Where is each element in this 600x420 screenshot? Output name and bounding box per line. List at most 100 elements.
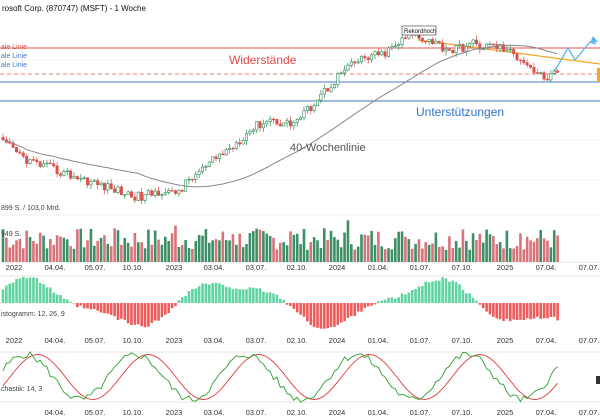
macd-bar <box>123 303 127 320</box>
candle-body <box>359 56 363 63</box>
volume-bar <box>231 234 235 262</box>
line-label: ale Linie <box>1 53 27 60</box>
volume-bar <box>515 245 519 262</box>
macd-bar <box>393 298 397 303</box>
x-tick-label: 2024 <box>329 263 346 272</box>
macd-bar <box>431 281 434 303</box>
macd-bar <box>89 303 93 310</box>
macd-bar <box>235 288 238 303</box>
candle-body <box>92 180 96 182</box>
macd-bar <box>434 280 438 303</box>
candle-body <box>96 180 100 186</box>
candle-body <box>309 106 313 111</box>
candle-body <box>82 177 86 179</box>
macd-bar <box>59 294 62 303</box>
macd-bar <box>143 303 147 328</box>
candle-body <box>89 181 93 186</box>
candle-body <box>549 73 553 81</box>
volume-bar <box>28 237 32 262</box>
macd-bar <box>113 303 116 317</box>
macd-bar <box>363 303 367 308</box>
candle-body <box>488 43 492 46</box>
volume-bar <box>427 244 431 262</box>
macd-bar <box>525 303 529 319</box>
candle-body <box>86 177 90 186</box>
volume-bar <box>21 248 25 262</box>
volume-bar <box>309 242 313 262</box>
candle-body <box>545 78 549 81</box>
volume-bar <box>302 228 306 262</box>
x-tick-label: 03.04. <box>204 408 225 417</box>
price-marker <box>597 68 600 82</box>
candle-body <box>451 49 455 54</box>
volume-bar <box>387 248 390 262</box>
candle-body <box>228 147 232 150</box>
volume-bar <box>410 248 414 262</box>
macd-bar <box>76 303 79 308</box>
x-tick-label: 04.04. <box>45 336 66 345</box>
volume-bar <box>130 246 133 262</box>
x-tick-label: 2025 <box>497 263 514 272</box>
volume-bar <box>235 244 238 262</box>
volume-bar <box>333 237 336 262</box>
macd-bar <box>306 303 309 322</box>
stoch-label: chastik: 14, 3 <box>1 386 42 393</box>
volume-bar <box>519 233 522 262</box>
macd-bar <box>103 303 106 314</box>
macd-bar <box>279 298 282 303</box>
volume-bar <box>106 243 110 262</box>
volume-bar <box>508 248 512 262</box>
candle-body <box>65 170 69 172</box>
volume-bar <box>356 246 360 262</box>
volume-bar <box>492 235 495 262</box>
macd-bar <box>147 303 150 327</box>
macd-bar <box>390 297 394 303</box>
candle-body <box>380 51 384 56</box>
volume-bar <box>238 233 242 262</box>
macd-bar <box>289 303 292 306</box>
macd-bar <box>197 286 201 303</box>
volume-bar <box>353 249 357 262</box>
candle-body <box>150 190 154 196</box>
macd-bar <box>380 300 384 303</box>
macd-bar <box>35 278 39 303</box>
macd-bar <box>262 291 265 303</box>
volume-bar <box>478 233 482 262</box>
candle-body <box>72 176 76 179</box>
volume-bar <box>123 237 127 262</box>
volume-bar <box>525 236 529 262</box>
macd-bar <box>427 282 431 303</box>
volume-bar <box>529 240 532 262</box>
candle-body <box>522 59 526 63</box>
volume-bar <box>414 243 417 262</box>
macd-bar <box>461 289 465 303</box>
volume-bar <box>434 232 438 262</box>
candle-body <box>312 105 316 111</box>
volume-bar <box>431 243 434 262</box>
volume-bar <box>336 239 340 262</box>
candle-body <box>234 142 238 149</box>
volume-bar <box>272 237 275 262</box>
candle-body <box>197 171 201 175</box>
candle-body <box>1 137 5 141</box>
volume-bar <box>495 244 499 262</box>
macd-bar <box>370 303 373 306</box>
volume-scale-label: 949 S. <box>1 231 21 238</box>
volume-bar <box>38 232 42 262</box>
candle-body <box>190 178 194 181</box>
candle-body <box>258 121 262 129</box>
macd-bar <box>218 283 221 303</box>
macd-bar <box>424 281 428 303</box>
volume-bar <box>498 242 502 262</box>
volume-bar <box>397 231 400 262</box>
macd-bar <box>268 292 272 303</box>
candle-body <box>207 161 211 167</box>
macd-bar <box>18 278 22 303</box>
x-tick-label: 2023 <box>166 263 183 272</box>
resistance-label: Widerstände <box>229 53 297 67</box>
volume-bar <box>299 244 302 262</box>
macd-bar <box>448 281 451 303</box>
volume-bar <box>370 230 373 262</box>
candle-body <box>285 120 289 124</box>
macd-bar <box>265 292 269 303</box>
